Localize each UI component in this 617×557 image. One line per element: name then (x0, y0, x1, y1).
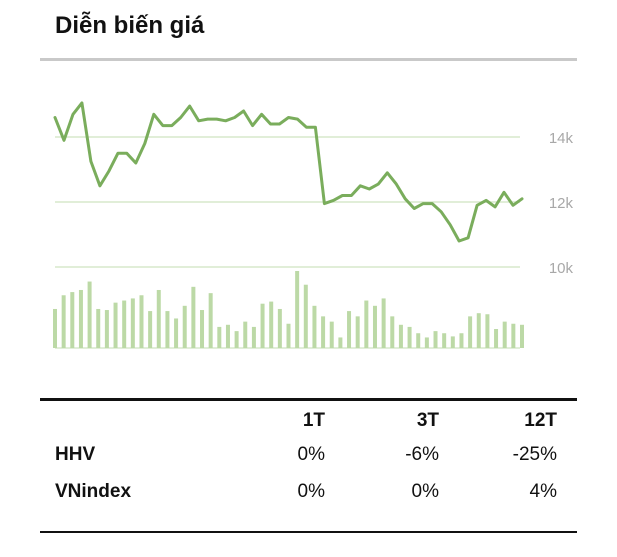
volume-bar (416, 333, 421, 348)
y-tick-label-10k: 10k (549, 260, 574, 277)
volume-bar (347, 311, 352, 348)
table-row: HHV 0% -6% -25% (40, 436, 577, 473)
volume-bar (433, 331, 438, 348)
volume-bar (70, 292, 75, 348)
y-tick-label-12k: 12k (549, 195, 574, 212)
hhv-3t-value: -6% (405, 443, 439, 465)
volume-bar (424, 337, 429, 348)
vnindex-1t-value: 0% (297, 480, 325, 502)
price-line-layer (53, 101, 524, 243)
table-top-rule (40, 398, 577, 401)
volume-bar (303, 284, 308, 348)
price-chart: 10k 12k 14k (53, 101, 574, 349)
volume-bar (182, 305, 187, 348)
performance-table: 1T 3T 12T HHV 0% -6% -25% VNindex 0% 0% … (40, 398, 577, 510)
volume-bar (113, 302, 118, 348)
header-12t: 12T (524, 410, 557, 431)
volume-bar (156, 289, 161, 348)
vnindex-12t-value: 4% (529, 480, 557, 502)
volume-bar (225, 324, 230, 348)
volume-bar (459, 333, 464, 348)
volume-bar (398, 324, 403, 348)
volume-bar (468, 316, 473, 348)
volume-bar (442, 333, 447, 348)
volume-bar (96, 308, 101, 348)
table-bottom-rule (40, 531, 577, 533)
volume-bar (243, 321, 248, 348)
y-tick-labels: 10k 12k 14k (549, 130, 574, 277)
volume-bar (174, 318, 179, 348)
volume-bar (381, 298, 386, 348)
volume-bar (87, 281, 92, 348)
row-label-hhv: HHV (55, 443, 96, 465)
volume-bar (122, 300, 127, 348)
title-divider (40, 58, 577, 61)
volume-bar (53, 308, 57, 348)
volume-bar (191, 286, 196, 348)
volume-bar (208, 293, 213, 348)
volume-bar (104, 310, 109, 348)
volume-bar (269, 301, 274, 348)
volume-bar (390, 316, 395, 348)
volume-bar (217, 326, 222, 348)
table-header-row: 1T 3T 12T (40, 398, 577, 436)
row-label-vnindex: VNindex (55, 480, 132, 502)
volume-bar (329, 321, 334, 348)
volume-bar (312, 305, 317, 348)
y-tick-label-14k: 14k (549, 130, 574, 147)
volume-bar (251, 326, 256, 348)
volume-bar (355, 316, 360, 348)
volume-bar (277, 308, 282, 348)
volume-bar (511, 323, 516, 348)
volume-bar (407, 326, 412, 348)
header-3t: 3T (416, 410, 439, 431)
volume-bar (200, 310, 205, 348)
volume-bar (295, 271, 300, 348)
volume-bar (372, 305, 377, 348)
volume-bars (53, 271, 524, 348)
volume-bar (148, 311, 153, 348)
vnindex-3t-value: 0% (411, 480, 439, 502)
page-title: Diễn biến giá (55, 12, 205, 39)
volume-bar (485, 314, 490, 348)
hhv-12t-value: -25% (512, 443, 557, 465)
volume-bar (139, 295, 144, 348)
volume-bar (61, 295, 66, 348)
volume-bar (130, 298, 135, 348)
volume-bar (321, 316, 326, 348)
volume-bar (165, 311, 170, 348)
volume-bar (338, 337, 343, 348)
header-1t: 1T (302, 410, 325, 431)
volume-bar (520, 324, 524, 348)
volume-bar (234, 331, 239, 348)
volume-bar (476, 313, 481, 348)
volume-bar (450, 336, 455, 348)
volume-bar (260, 303, 265, 348)
price-line (53, 101, 524, 243)
header-empty-cell (40, 398, 210, 436)
volume-bar (78, 289, 83, 348)
hhv-1t-value: 0% (297, 443, 325, 465)
table-row: VNindex 0% 0% 4% (40, 473, 577, 510)
volume-bar (494, 329, 499, 348)
volume-bar (286, 323, 291, 348)
volume-bar (364, 300, 369, 348)
volume-bar (502, 321, 507, 348)
